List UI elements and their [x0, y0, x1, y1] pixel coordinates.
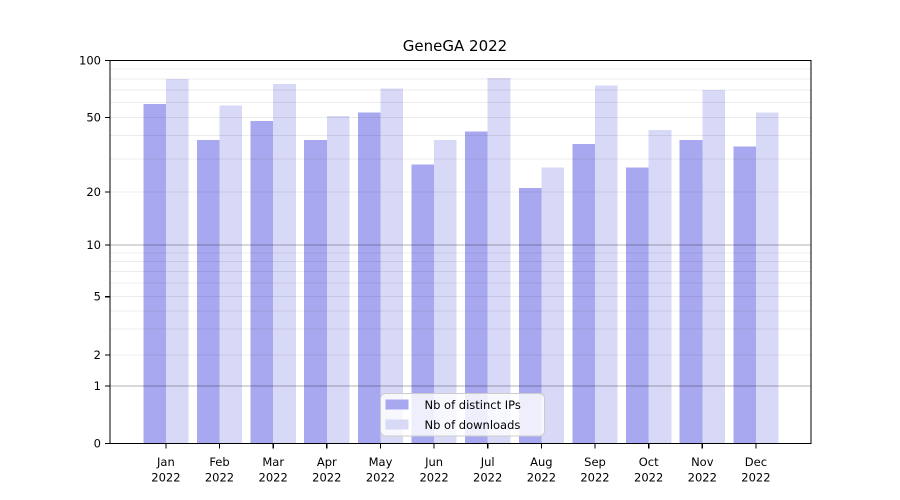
x-tick-label-year-may: 2022	[366, 471, 395, 485]
x-tick-label-month-jul: Jul	[480, 455, 495, 469]
bar-jul-distinct-ips	[465, 131, 488, 444]
x-tick-label-year-jan: 2022	[151, 471, 180, 485]
legend: Nb of distinct IPs Nb of downloads	[380, 393, 545, 437]
bar-may-downloads	[380, 88, 404, 444]
bar-jun-downloads	[434, 139, 457, 444]
ticks-layer: 0 1 2 5 10 20 50 100 Jan 2022 Feb 2022 Mar 2022 Apr 202…	[79, 54, 770, 485]
y-tick-label-2: 2	[94, 348, 101, 362]
y-tick-label-20: 20	[86, 185, 101, 199]
gridlines-layer	[110, 68, 811, 387]
x-tick-label-month-dec: Dec	[745, 455, 767, 469]
x-tick-label-year-aug: 2022	[527, 471, 556, 485]
x-tick-label-month-mar: Mar	[262, 455, 284, 469]
bars-layer	[143, 77, 779, 444]
legend-swatch-0	[385, 399, 409, 410]
bar-oct-downloads	[648, 129, 672, 444]
y-tick-label-0: 0	[94, 437, 101, 451]
bar-mar-distinct-ips	[250, 120, 274, 444]
bar-mar-downloads	[273, 84, 296, 444]
y-tick-label-100: 100	[79, 54, 101, 68]
bar-oct-distinct-ips	[626, 167, 649, 444]
x-tick-label-year-sep: 2022	[580, 471, 609, 485]
chart-title: GeneGA 2022	[403, 37, 507, 55]
y-tick-label-50: 50	[86, 111, 101, 125]
bar-apr-downloads	[326, 115, 350, 444]
bar-apr-distinct-ips	[304, 139, 327, 444]
plot-border	[109, 59, 812, 445]
legend-swatch-1	[385, 419, 409, 430]
x-tick-label-year-dec: 2022	[741, 471, 770, 485]
bar-aug-downloads	[541, 167, 564, 444]
bar-feb-distinct-ips	[196, 139, 220, 444]
x-tick-label-month-jan: Jan	[156, 455, 175, 469]
bar-nov-downloads	[702, 89, 725, 444]
y-tick-label-1: 1	[94, 379, 101, 393]
bar-dec-downloads	[755, 112, 779, 444]
x-tick-label-month-may: May	[369, 455, 393, 469]
x-tick-label-month-nov: Nov	[691, 455, 714, 469]
x-tick-label-year-mar: 2022	[259, 471, 288, 485]
bar-jan-distinct-ips	[143, 103, 166, 444]
legend-box	[380, 393, 545, 437]
y-tick-label-10: 10	[86, 238, 101, 252]
x-tick-label-month-oct: Oct	[639, 455, 659, 469]
x-tick-label-year-apr: 2022	[312, 471, 341, 485]
x-tick-label-month-feb: Feb	[209, 455, 229, 469]
bar-aug-distinct-ips	[518, 188, 542, 444]
legend-label-0: Nb of distinct IPs	[425, 398, 521, 412]
axes-frame	[109, 59, 812, 445]
bar-sep-downloads	[595, 85, 618, 444]
y-tick-label-5: 5	[94, 290, 101, 304]
bar-dec-distinct-ips	[733, 146, 756, 444]
bar-jul-downloads	[487, 77, 511, 444]
legend-label-1: Nb of downloads	[425, 418, 521, 432]
bar-feb-downloads	[219, 105, 243, 444]
x-tick-label-month-apr: Apr	[317, 455, 337, 469]
bar-jun-distinct-ips	[411, 164, 435, 444]
x-tick-label-year-oct: 2022	[634, 471, 663, 485]
x-tick-label-year-jul: 2022	[473, 471, 502, 485]
x-tick-label-month-jun: Jun	[424, 455, 443, 469]
x-tick-label-month-aug: Aug	[530, 455, 552, 469]
x-tick-label-month-sep: Sep	[584, 455, 606, 469]
bar-may-distinct-ips	[357, 112, 381, 444]
x-tick-label-year-feb: 2022	[205, 471, 234, 485]
x-tick-label-year-nov: 2022	[688, 471, 717, 485]
x-tick-label-year-jun: 2022	[419, 471, 448, 485]
bar-sep-distinct-ips	[572, 144, 595, 444]
bar-jan-downloads	[165, 78, 189, 444]
bar-nov-distinct-ips	[679, 139, 703, 444]
